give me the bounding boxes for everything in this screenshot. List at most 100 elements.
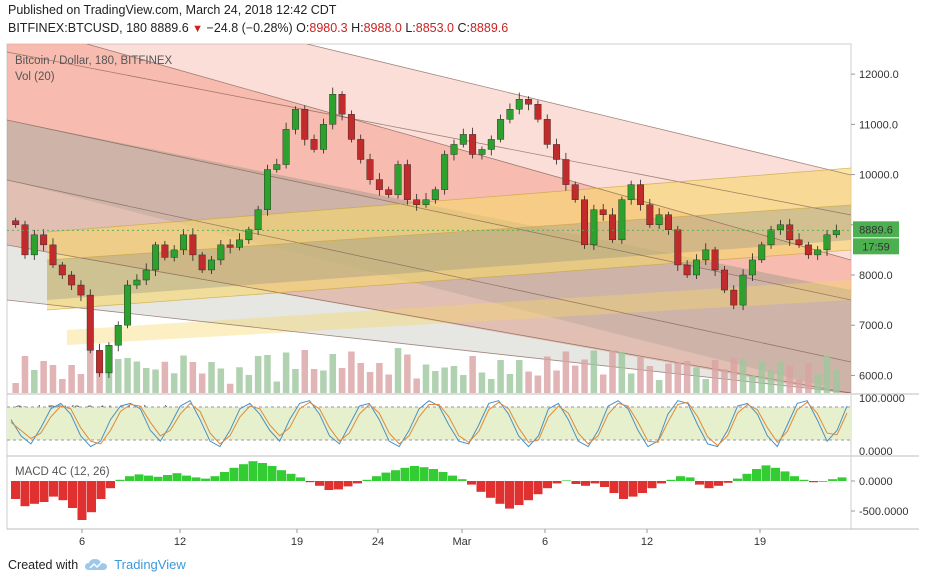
candle <box>40 234 48 246</box>
candle <box>189 234 197 256</box>
low-label: L: <box>405 21 416 35</box>
macd-bar <box>761 465 771 481</box>
candle <box>702 249 710 261</box>
volume-bar <box>114 359 122 393</box>
volume-bar <box>338 368 346 393</box>
macd-bar <box>733 478 742 481</box>
fib-channels <box>7 44 851 393</box>
channel-line <box>86 44 851 261</box>
candle <box>655 214 663 225</box>
candle <box>310 139 318 150</box>
channel-line <box>7 179 851 363</box>
volume-bar <box>805 363 812 393</box>
macd-bar <box>448 475 457 481</box>
candle <box>786 224 794 241</box>
candle <box>665 214 672 230</box>
volume-bar <box>198 373 206 393</box>
price-pane-title: Bitcoin / Dollar, 180, BITFINEX <box>15 55 173 67</box>
macd-bar <box>87 481 96 513</box>
volume-bar <box>432 371 439 393</box>
candle <box>319 124 327 150</box>
macd-bar <box>524 481 533 501</box>
volume-bar <box>506 374 514 393</box>
macd-bar <box>381 472 391 481</box>
macd-bar <box>723 481 733 483</box>
candle <box>217 244 225 261</box>
macd-bar <box>695 481 704 485</box>
volume-bar <box>301 350 309 393</box>
ohlc-line: BITFINEX:BTCUSD, 180 8889.6 ▼ −24.8 (−0.… <box>8 21 508 35</box>
macd-bar <box>552 481 562 484</box>
channel-line <box>7 51 851 216</box>
macd-bar <box>419 467 429 481</box>
candle <box>161 244 169 258</box>
volume-bar <box>609 350 616 393</box>
macd-bar <box>305 481 315 483</box>
candle <box>814 249 822 256</box>
macd-bar <box>182 475 191 481</box>
candle <box>711 249 719 271</box>
volume-bar <box>478 372 486 393</box>
macd-bar <box>296 477 305 481</box>
volume-bar <box>553 370 560 393</box>
time-tick-label: Mar <box>453 536 472 548</box>
volume-bar <box>77 374 85 393</box>
volume-bar <box>460 375 467 393</box>
fib-yellow-lower <box>67 280 851 345</box>
volume-bar <box>394 348 402 393</box>
candle <box>487 139 495 150</box>
channel-line <box>7 119 851 301</box>
macd-bar <box>609 481 619 493</box>
volume-bar <box>282 352 290 393</box>
volume-bar <box>814 374 821 393</box>
candle <box>291 109 299 130</box>
channel-line <box>306 44 851 176</box>
volume-bar <box>646 366 654 393</box>
volume-bar <box>385 374 392 393</box>
candle <box>534 104 542 120</box>
published-line: Published on TradingView.com, March 24, … <box>8 3 337 17</box>
candle <box>730 289 738 306</box>
candle <box>525 99 533 105</box>
macd-bar <box>666 479 676 481</box>
macd-bar <box>457 479 467 481</box>
candle <box>609 214 616 241</box>
candle <box>21 224 29 256</box>
volume-label: Vol (20) <box>15 71 55 83</box>
volume-bar <box>739 359 747 393</box>
volume-bar <box>534 375 542 393</box>
volume-bar <box>245 375 253 393</box>
footer: Created with TradingView <box>8 557 186 572</box>
macd-bar <box>818 481 828 482</box>
macd-bar <box>837 477 847 481</box>
macd-bar <box>20 481 30 507</box>
last-price-tag-label: 8889.6 <box>859 224 893 236</box>
macd-bar <box>30 481 39 504</box>
last-price-tag <box>853 221 899 238</box>
macd-bar <box>144 475 153 481</box>
macd-bar <box>676 476 685 481</box>
volume-bar <box>59 379 66 393</box>
volume-bar <box>590 350 598 393</box>
candle <box>739 274 747 306</box>
last-price: 8889.6 <box>150 21 189 35</box>
macd-bar <box>267 466 277 481</box>
volume-bar <box>40 361 47 393</box>
stoch-tick-label: 0.0000 <box>859 446 893 458</box>
macd-bar <box>638 481 647 493</box>
tradingview-brand[interactable]: TradingView <box>114 557 186 572</box>
macd-bar <box>96 481 106 499</box>
volume-bar <box>730 357 738 393</box>
candle <box>581 199 589 246</box>
volume-bar <box>525 371 532 393</box>
volume-bar <box>105 369 113 393</box>
candle <box>245 229 253 241</box>
volume-bar <box>711 360 719 393</box>
volume-bar <box>488 379 495 393</box>
time-tick-label: 12 <box>174 536 186 548</box>
macd-bar <box>780 471 790 481</box>
macd-bar <box>191 477 201 481</box>
candle <box>142 269 150 281</box>
change-value: −24.8 (−0.28%) <box>206 21 293 35</box>
